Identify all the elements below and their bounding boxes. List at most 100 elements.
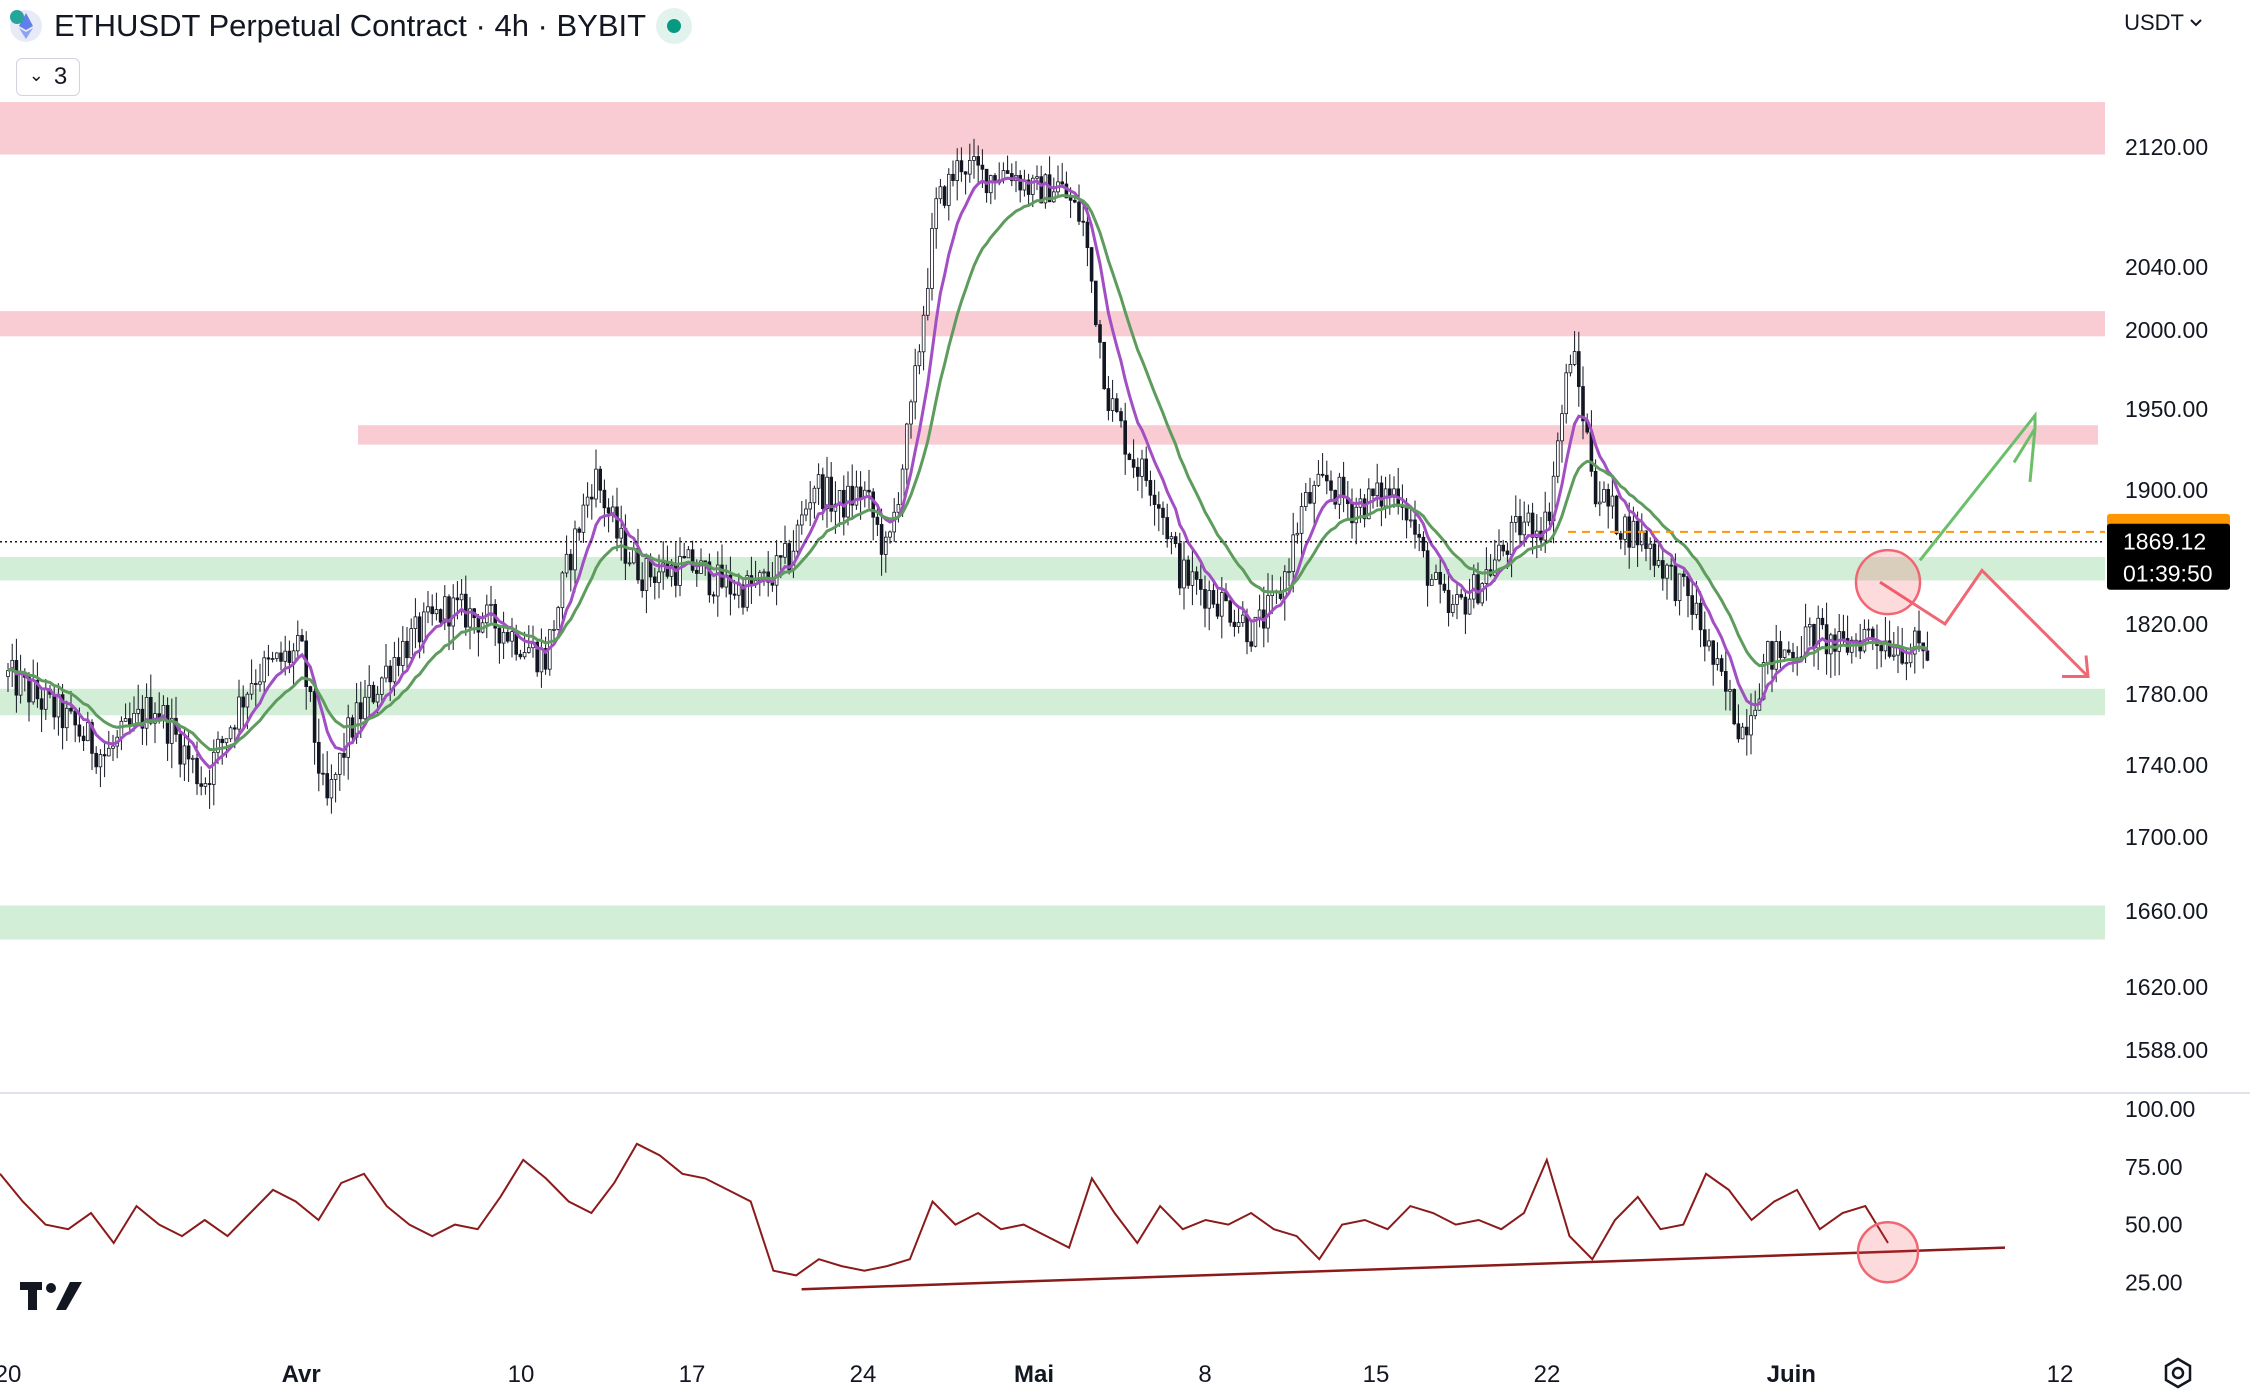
rsi-highlight-circle — [1856, 1221, 1920, 1284]
candle-body — [270, 658, 275, 660]
candle-body — [312, 691, 317, 743]
candle-body — [1711, 640, 1716, 665]
candle-body — [65, 707, 69, 729]
candle-body — [148, 697, 153, 724]
candle-body — [879, 524, 884, 555]
candle-body — [938, 186, 943, 200]
candle-body — [963, 171, 968, 175]
candle-body — [1925, 650, 1930, 661]
candle-body — [1715, 658, 1720, 665]
candle-body — [1572, 351, 1577, 365]
candle-body — [783, 543, 787, 558]
candle-body — [1316, 473, 1321, 486]
candle-body — [421, 611, 426, 643]
candle-body — [392, 657, 397, 683]
indicators-collapse-button[interactable]: ⌄ 3 — [16, 58, 80, 96]
bullish-scenario-arrow — [1918, 411, 2037, 562]
candle-body — [1026, 179, 1031, 195]
candle-body — [1115, 398, 1119, 412]
candle-body — [1774, 641, 1779, 670]
candle-body — [371, 684, 376, 703]
candle-body — [459, 593, 464, 601]
candle-body — [228, 727, 233, 740]
settings-gear-icon[interactable] — [2162, 1357, 2194, 1394]
candle-body — [1005, 170, 1010, 174]
candle-body — [653, 576, 657, 583]
candle-body — [279, 652, 283, 662]
time-tick-label: 20 — [0, 1361, 21, 1388]
candle-body — [984, 168, 989, 194]
indicator-count: 3 — [53, 63, 68, 90]
candle-body — [1673, 565, 1678, 602]
candle-body — [1467, 598, 1472, 615]
tradingview-logo-icon[interactable] — [20, 1280, 84, 1321]
candle-body — [274, 652, 279, 659]
price-tick-label: 2040.00 — [2125, 254, 2208, 280]
candle-body — [1249, 641, 1254, 647]
candle-body — [522, 652, 527, 658]
time-tick-label: 17 — [679, 1361, 706, 1388]
candle-body — [930, 228, 934, 289]
candle-body — [258, 681, 262, 685]
candle-body — [52, 693, 56, 718]
candle-body — [6, 670, 10, 677]
candle-body — [816, 474, 821, 489]
candle-body — [1035, 176, 1039, 179]
price-tick-label: 2120.00 — [2125, 134, 2208, 160]
time-axis: 20 Avr 10 17 24 Mai 8 15 22 Juin 12 — [0, 1361, 2073, 1388]
candle-body — [1362, 498, 1367, 520]
candle-body — [207, 783, 212, 785]
price-tick-label: 1820.00 — [2125, 611, 2208, 637]
candle-body — [1556, 440, 1560, 477]
candle-body — [686, 549, 691, 559]
candle-body — [123, 718, 128, 722]
candle-body — [871, 491, 875, 518]
candle-body — [321, 772, 325, 775]
rsi-axis: 100.00 75.00 50.00 25.00 — [2125, 1096, 2195, 1295]
candle-body — [1635, 520, 1640, 546]
candle-body — [253, 683, 258, 685]
candle-body — [527, 647, 531, 653]
candle-body — [426, 606, 430, 613]
candle-body — [917, 351, 922, 367]
candle-body — [1522, 521, 1527, 536]
price-highlight-circle — [1854, 548, 1922, 616]
time-tick-label: 8 — [1198, 1361, 1211, 1388]
candle-body — [535, 641, 539, 673]
candle-body — [1787, 649, 1791, 653]
candle-body — [1283, 571, 1287, 599]
last-price-label: 1869.12 — [2123, 529, 2206, 555]
chevron-down-icon: ⌄ — [28, 64, 44, 85]
candle-body — [497, 627, 502, 644]
candle-body — [1442, 583, 1447, 591]
candle-body — [556, 607, 560, 630]
candle-body — [102, 754, 107, 757]
candle-body — [1866, 628, 1871, 631]
candle-body — [564, 553, 569, 574]
candle-body — [1640, 530, 1644, 546]
candle-body — [1241, 614, 1245, 623]
candle-body — [1707, 640, 1711, 647]
candle-body — [1682, 573, 1686, 577]
currency-selector[interactable]: USDT — [2124, 10, 2202, 36]
candle-body — [136, 708, 141, 714]
candle-body — [1745, 726, 1749, 736]
candle-body — [1190, 571, 1195, 586]
rsi-tick-label: 50.00 — [2125, 1212, 2183, 1238]
candle-body — [1740, 726, 1745, 740]
candle-body — [287, 650, 292, 663]
candle-body — [884, 536, 888, 555]
candle-body — [1514, 516, 1518, 523]
candle-body — [237, 696, 241, 730]
candle-body — [325, 773, 329, 799]
resistance-zone-2 — [358, 425, 2098, 445]
candle-body — [86, 722, 90, 742]
candle-body — [1102, 341, 1107, 390]
symbol-title[interactable]: ETHUSDT Perpetual Contract · 4h · BYBIT — [54, 8, 647, 43]
candle-body — [1161, 507, 1165, 518]
candle-body — [779, 555, 783, 558]
candle-body — [1295, 532, 1300, 536]
candle-body — [1619, 533, 1623, 540]
candle-body — [111, 745, 115, 749]
